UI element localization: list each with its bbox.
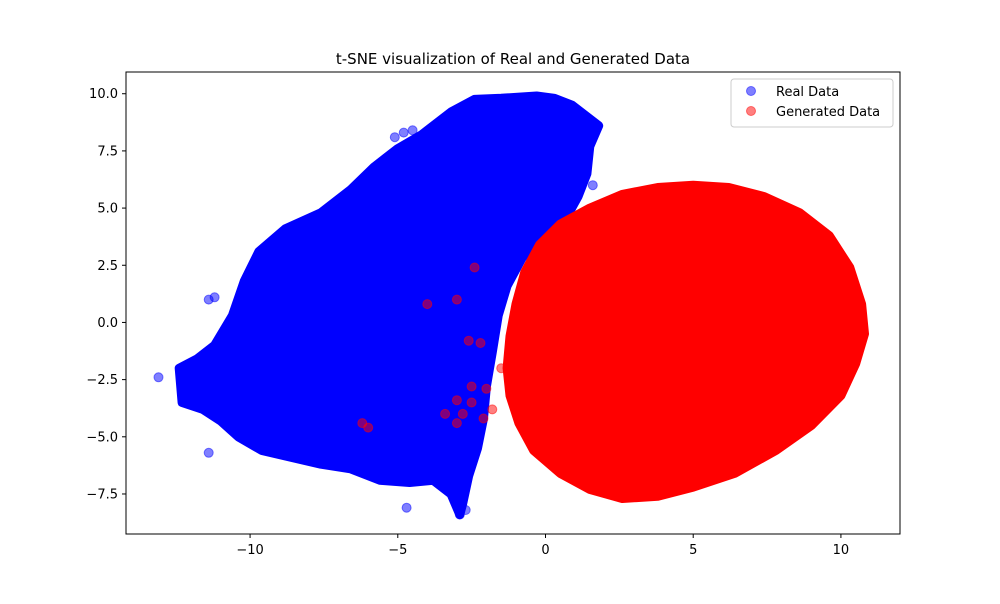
- generated-data-point: [363, 422, 374, 433]
- x-tick-label: −10: [236, 543, 263, 558]
- y-tick-label: 5.0: [97, 202, 118, 217]
- generated-data-point: [481, 383, 492, 394]
- generated-data-point: [440, 408, 451, 419]
- real-data-point: [209, 292, 220, 303]
- legend-label-real-data: Real Data: [776, 85, 839, 100]
- y-tick-label: 7.5: [97, 144, 118, 159]
- x-tick-label: −5: [388, 543, 407, 558]
- generated-data-point: [466, 397, 477, 408]
- plot-area: [153, 91, 869, 520]
- generated-data-point: [487, 404, 498, 415]
- legend-box: [730, 78, 894, 128]
- x-axis: −10 −5 0 5 10: [236, 534, 849, 558]
- generated-data-point: [457, 408, 468, 419]
- generated-data-point: [469, 262, 480, 273]
- legend-marker-generated-data: [746, 106, 756, 116]
- real-data-point: [469, 97, 480, 108]
- real-data-point: [575, 182, 586, 193]
- generated-data-point: [466, 381, 477, 392]
- x-tick-label: 10: [833, 543, 850, 558]
- generated-data-cluster: [502, 180, 869, 503]
- chart-title: t-SNE visualization of Real and Generate…: [336, 50, 690, 68]
- real-data-point: [558, 184, 569, 195]
- generated-data-point: [451, 395, 462, 406]
- generated-data-point: [463, 335, 474, 346]
- series-generated-data: [357, 180, 869, 503]
- real-data-cluster: [174, 91, 604, 520]
- series-real-data: [153, 91, 604, 520]
- y-tick-label: 10.0: [89, 87, 118, 102]
- plot-frame: [125, 71, 901, 535]
- y-tick-label: −7.5: [86, 487, 118, 502]
- real-data-point: [587, 180, 598, 191]
- generated-data-point: [451, 294, 462, 305]
- real-data-point: [389, 132, 400, 143]
- real-data-point: [203, 447, 214, 458]
- real-data-point: [460, 505, 471, 515]
- real-data-point: [401, 502, 412, 513]
- generated-data-point: [478, 413, 489, 424]
- generated-data-point: [475, 338, 486, 348]
- x-tick-label: 5: [689, 543, 697, 558]
- real-data-point: [407, 125, 418, 136]
- generated-data-point: [496, 363, 507, 374]
- legend-marker-real-data: [746, 86, 756, 96]
- x-tick-label: 0: [541, 543, 549, 558]
- y-tick-label: 2.5: [97, 259, 118, 274]
- y-tick-label: 0.0: [97, 316, 118, 331]
- generated-data-point: [451, 418, 462, 429]
- generated-data-point: [422, 299, 433, 310]
- legend: Real Data Generated Data: [730, 78, 894, 128]
- y-tick-label: −2.5: [86, 373, 118, 388]
- y-axis: −7.5 −5.0 −2.5 0.0 2.5 5.0 7.5 10.0: [86, 87, 126, 502]
- real-data-point: [398, 127, 409, 138]
- real-data-point: [153, 372, 164, 383]
- legend-label-generated-data: Generated Data: [776, 105, 880, 120]
- y-tick-label: −5.0: [86, 430, 118, 445]
